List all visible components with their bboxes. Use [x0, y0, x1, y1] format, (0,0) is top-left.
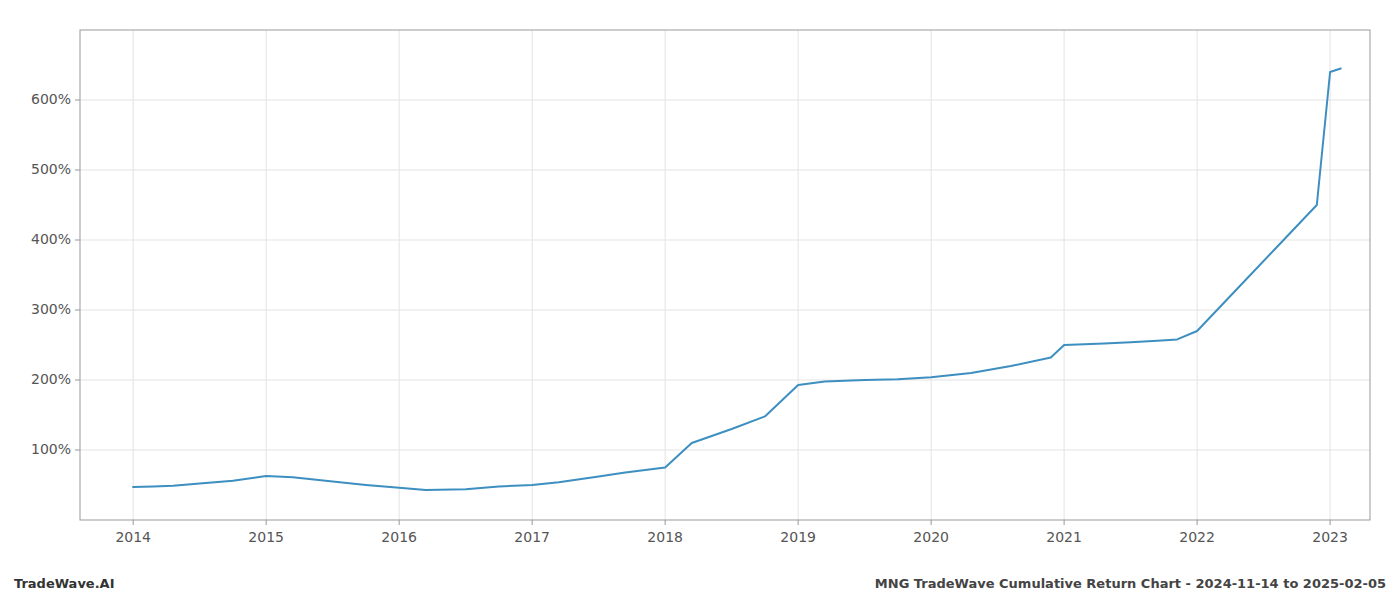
y-tick — [75, 380, 80, 381]
footer-left: TradeWave.AI — [14, 576, 115, 591]
x-tick-label: 2022 — [1179, 529, 1215, 545]
y-tick — [75, 100, 80, 101]
grid — [80, 30, 1370, 520]
x-tick-label: 2016 — [381, 529, 417, 545]
y-tick — [75, 240, 80, 241]
x-tick — [399, 520, 400, 525]
plot-frame — [80, 30, 1370, 520]
x-tick-label: 2020 — [913, 529, 949, 545]
y-tick-label: 400% — [31, 231, 71, 247]
y-grid-line — [80, 170, 1370, 171]
x-grid-line — [665, 30, 666, 520]
x-tick — [1330, 520, 1331, 525]
x-tick — [1064, 520, 1065, 525]
x-tick-label: 2023 — [1312, 529, 1348, 545]
x-grid-line — [266, 30, 267, 520]
y-tick — [75, 170, 80, 171]
y-tick-label: 500% — [31, 161, 71, 177]
footer-right: MNG TradeWave Cumulative Return Chart - … — [875, 576, 1386, 591]
y-tick-label: 100% — [31, 441, 71, 457]
x-grid-line — [133, 30, 134, 520]
x-grid-line — [1064, 30, 1065, 520]
chart-container: 100% 200% 300% 400% 500% 600% 2014 2015 2016 2017… — [0, 0, 1400, 600]
y-tick-label: 200% — [31, 371, 71, 387]
x-grid-line — [532, 30, 533, 520]
axes: 100% 200% 300% 400% 500% 600% 2014 2015 2016 2017… — [31, 30, 1370, 545]
x-grid-line — [798, 30, 799, 520]
y-tick-label: 300% — [31, 301, 71, 317]
x-tick — [931, 520, 932, 525]
y-grid-line — [80, 100, 1370, 101]
x-tick — [133, 520, 134, 525]
x-tick — [532, 520, 533, 525]
x-tick-label: 2014 — [115, 529, 151, 545]
x-tick — [665, 520, 666, 525]
x-tick-label: 2017 — [514, 529, 550, 545]
x-tick — [798, 520, 799, 525]
background — [0, 0, 1400, 600]
y-grid-line — [80, 310, 1370, 311]
x-tick-label: 2015 — [248, 529, 284, 545]
x-grid-line — [399, 30, 400, 520]
x-tick-label: 2021 — [1046, 529, 1082, 545]
x-tick — [1197, 520, 1198, 525]
x-grid-line — [1197, 30, 1198, 520]
annotations: TradeWave.AI MNG TradeWave Cumulative Ret… — [14, 576, 1386, 591]
x-tick-label: 2019 — [780, 529, 816, 545]
x-tick-label: 2018 — [647, 529, 683, 545]
y-grid-line — [80, 380, 1370, 381]
x-grid-line — [931, 30, 932, 520]
line — [133, 69, 1341, 490]
x-tick — [266, 520, 267, 525]
plot-area — [133, 69, 1341, 490]
y-grid-line — [80, 240, 1370, 241]
chart-svg: 100% 200% 300% 400% 500% 600% 2014 2015 2016 2017… — [0, 0, 1400, 600]
x-grid-line — [1330, 30, 1331, 520]
y-tick — [75, 310, 80, 311]
y-grid-line — [80, 450, 1370, 451]
y-tick — [75, 450, 80, 451]
y-tick-label: 600% — [31, 91, 71, 107]
